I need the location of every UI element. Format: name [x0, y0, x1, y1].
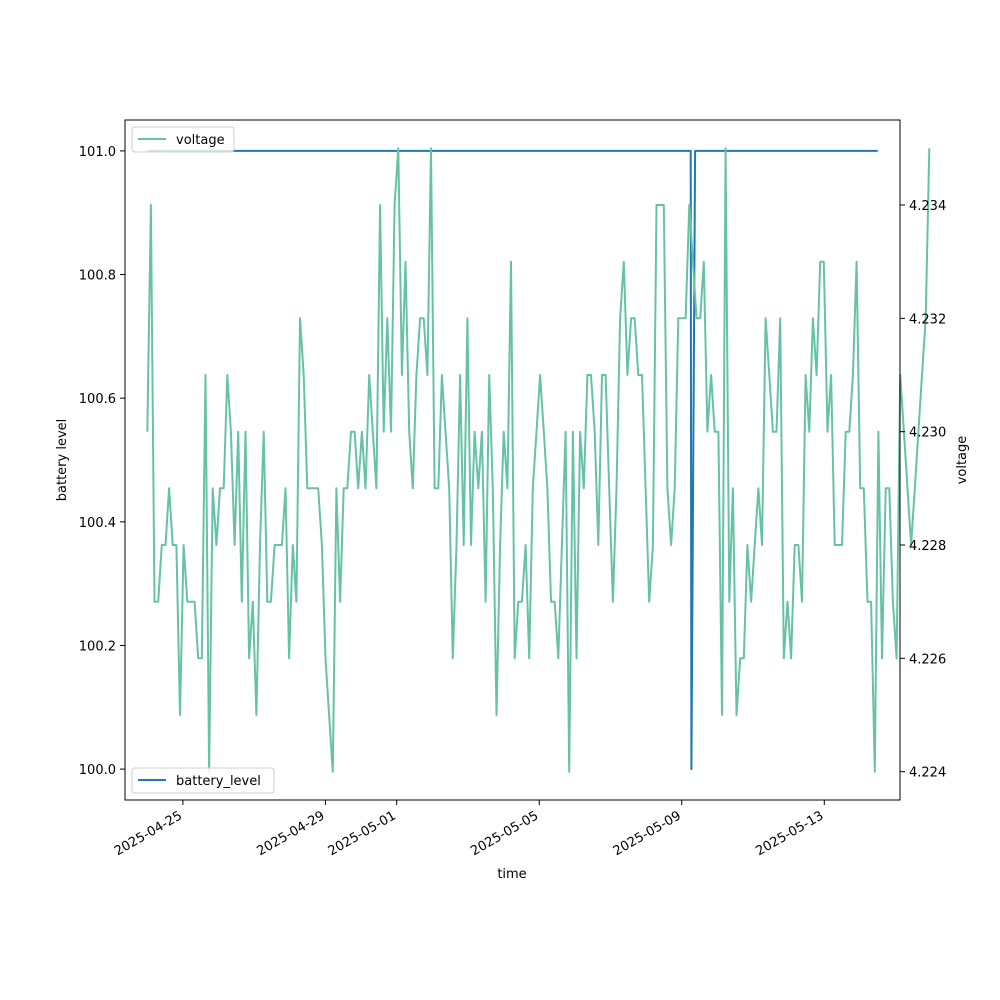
- x-axis-label: time: [497, 867, 526, 882]
- legend-battery-level-label: battery_level: [176, 774, 261, 789]
- legend-voltage-label: voltage: [176, 133, 225, 148]
- legend-voltage: voltage: [131, 126, 235, 153]
- y-right-tick-label: 4.226: [909, 652, 946, 667]
- y-right-tick-label: 4.234: [909, 199, 946, 214]
- y-right-axis-label: voltage: [955, 436, 970, 485]
- y-left-axis-label: battery level: [55, 419, 70, 502]
- legend-battery-level: battery_level: [131, 767, 275, 794]
- y-left-tick-label: 101.0: [79, 145, 116, 160]
- y-left-tick-label: 100.4: [79, 516, 116, 531]
- y-right-tick-label: 4.224: [909, 766, 946, 781]
- legend-voltage-box: [131, 126, 235, 153]
- series-voltage-line: [146, 147, 931, 773]
- series-battery-level-line: [147, 149, 878, 771]
- y-right-tick-label: 4.232: [909, 312, 946, 327]
- y-right-tick-label: 4.228: [909, 539, 946, 554]
- legend-battery-level-box: [131, 767, 275, 794]
- y-left-tick-label: 100.0: [79, 763, 116, 778]
- y-right-tick-label: 4.230: [909, 426, 946, 441]
- plot-frame: [124, 119, 901, 801]
- y-left-tick-label: 100.2: [79, 639, 116, 654]
- y-left-tick-label: 100.6: [79, 392, 116, 407]
- y-left-tick-label: 100.8: [79, 269, 116, 284]
- plot-area: [146, 147, 931, 773]
